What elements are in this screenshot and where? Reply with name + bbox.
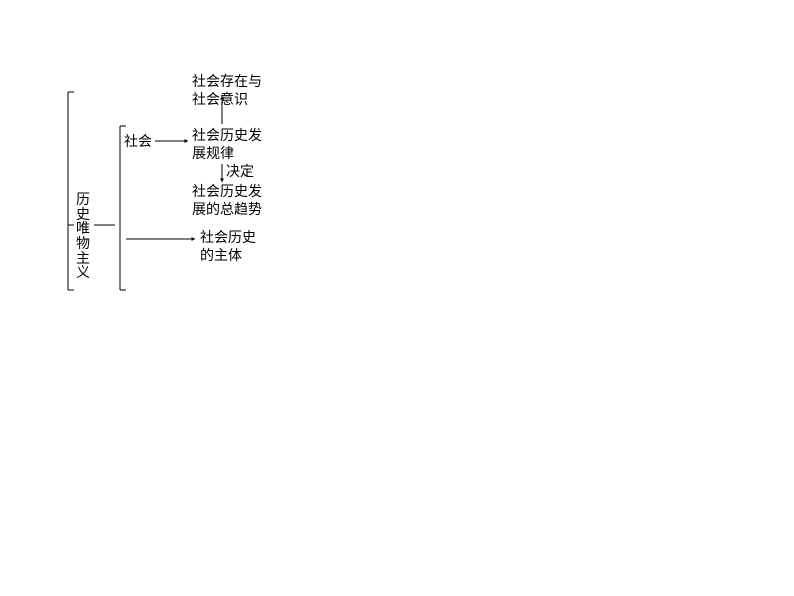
node-being-consciousness: 社会存在与 社会意识 <box>192 74 262 109</box>
node-trend: 社会历史发 展的总趋势 <box>192 184 262 219</box>
node-society: 社会 <box>124 134 152 152</box>
node-subject: 社会历史 的主体 <box>200 230 256 265</box>
node-dev-law: 社会历史发 展规律 <box>192 128 262 163</box>
diagram-canvas: 历 史 唯 物 主 义 社会 社会存在与 社会意识 社会历史发 展规律 决定 社… <box>0 0 794 596</box>
connector-layer <box>0 0 794 596</box>
edge-label-determine: 决定 <box>226 164 254 182</box>
node-root: 历 史 唯 物 主 义 <box>76 194 90 282</box>
